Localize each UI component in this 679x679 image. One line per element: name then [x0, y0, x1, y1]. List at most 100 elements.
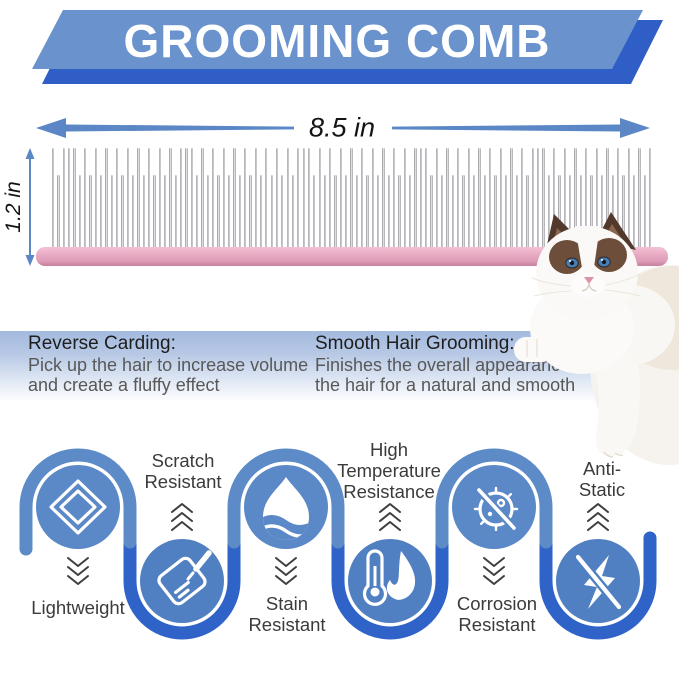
comb-tooth [179, 148, 183, 247]
comb-tooth [553, 148, 556, 247]
comb-tooth [451, 175, 455, 247]
comb-tooth [505, 175, 508, 247]
comb-tooth [137, 148, 140, 247]
comb-tooth [339, 148, 343, 247]
comb-teeth [52, 148, 656, 247]
comb-tooth [579, 175, 582, 247]
comb-tooth [318, 148, 321, 247]
cat-hanging-leg [595, 350, 641, 457]
comb-tooth [275, 148, 279, 247]
description-left: Reverse Carding: Pick up the hair to inc… [28, 333, 309, 396]
comb-tooth [254, 148, 257, 247]
comb-tooth [393, 148, 396, 247]
cube-icon [49, 479, 107, 535]
comb-tooth [435, 148, 439, 247]
comb-tooth [281, 175, 284, 247]
dimension-arrows [25, 118, 650, 266]
comb-tooth [222, 148, 225, 247]
no-static-icon [574, 554, 623, 610]
comb-tooth [169, 148, 172, 247]
comb-tooth [67, 148, 71, 247]
comb-tooth [158, 148, 161, 247]
comb-tooth [142, 175, 145, 247]
cat-nose [584, 277, 594, 284]
serpentine-path [19, 448, 657, 640]
comb-tooth [190, 148, 193, 247]
comb-tooth [569, 175, 572, 247]
comb-tooth [286, 148, 289, 247]
comb-tooth [419, 148, 423, 247]
comb-tooth [574, 148, 577, 247]
comb-tooth [387, 175, 391, 247]
comb-tooth [345, 175, 348, 247]
comb-tooth [238, 175, 241, 247]
feature-label-anti-static: Anti-Static [578, 458, 626, 500]
comb-tooth [174, 175, 177, 247]
comb-tooth [521, 148, 524, 247]
description-right-heading: Smooth Hair Grooming: [315, 333, 515, 354]
comb-tooth [334, 175, 337, 247]
feature-label-lightweight: Lightweight [31, 597, 125, 618]
comb-tooth [638, 148, 641, 247]
comb-tooth [643, 175, 646, 247]
comb-tooth [478, 148, 481, 247]
comb-tooth [217, 175, 220, 247]
comb-tooth [446, 148, 449, 247]
comb-tooth [600, 175, 604, 247]
comb-tooth [632, 175, 636, 247]
comb-tooth [313, 175, 316, 247]
comb-tooth [361, 148, 364, 247]
comb-tooth [515, 175, 518, 247]
width-arrow [36, 118, 650, 138]
comb-tooth [499, 148, 503, 247]
comb-tooth [153, 175, 156, 247]
comb-tooth [99, 175, 103, 247]
comb-tooth [590, 175, 593, 247]
title-banner [32, 10, 663, 84]
comb-tooth [307, 148, 311, 247]
comb-tooth [297, 148, 300, 247]
comb-tooth [398, 175, 401, 247]
comb-tooth [473, 175, 476, 247]
comb-tooth [163, 175, 167, 247]
comb-tooth [201, 148, 204, 247]
comb-tooth [329, 148, 332, 247]
height-dimension-label: 1.2 in [2, 181, 25, 233]
comb-tooth [409, 175, 412, 247]
comb-handle [36, 247, 668, 266]
comb-tooth [622, 175, 625, 247]
comb-tooth [73, 148, 76, 247]
comb-tooth [494, 175, 497, 247]
comb-tooth [430, 175, 433, 247]
comb-tooth [131, 175, 135, 247]
comb-tooth [563, 148, 566, 247]
thermometer-flame-icon [362, 549, 416, 606]
notepad-pencil-icon [157, 550, 212, 606]
comb-tooth [403, 148, 407, 247]
comb-tooth [233, 148, 236, 247]
comb-tooth [462, 175, 465, 247]
comb-tooth [243, 148, 247, 247]
comb-tooth [425, 148, 428, 247]
comb-tooth [57, 175, 60, 247]
feature-label-high-temperature: High Temperature Resistance [337, 439, 441, 502]
features-graphic [19, 448, 657, 640]
comb-tooth [542, 148, 545, 247]
height-arrow [25, 148, 35, 266]
comb-tooth [115, 148, 119, 247]
comb-tooth [547, 175, 550, 247]
comb-tooth [147, 148, 151, 247]
comb-tooth [110, 175, 113, 247]
comb-tooth [62, 148, 65, 247]
comb-tooth [616, 148, 620, 247]
comb-tooth [206, 175, 209, 247]
description-left-line2: and create a fluffy effect [28, 375, 220, 395]
comb-tooth [537, 148, 540, 247]
comb-tooth [350, 148, 353, 247]
comb-tooth [414, 148, 417, 247]
banner-shape [32, 10, 643, 69]
comb-tooth [302, 148, 305, 247]
description-left-line1: Pick up the hair to increase volume [28, 354, 309, 375]
comb-tooth [323, 175, 327, 247]
